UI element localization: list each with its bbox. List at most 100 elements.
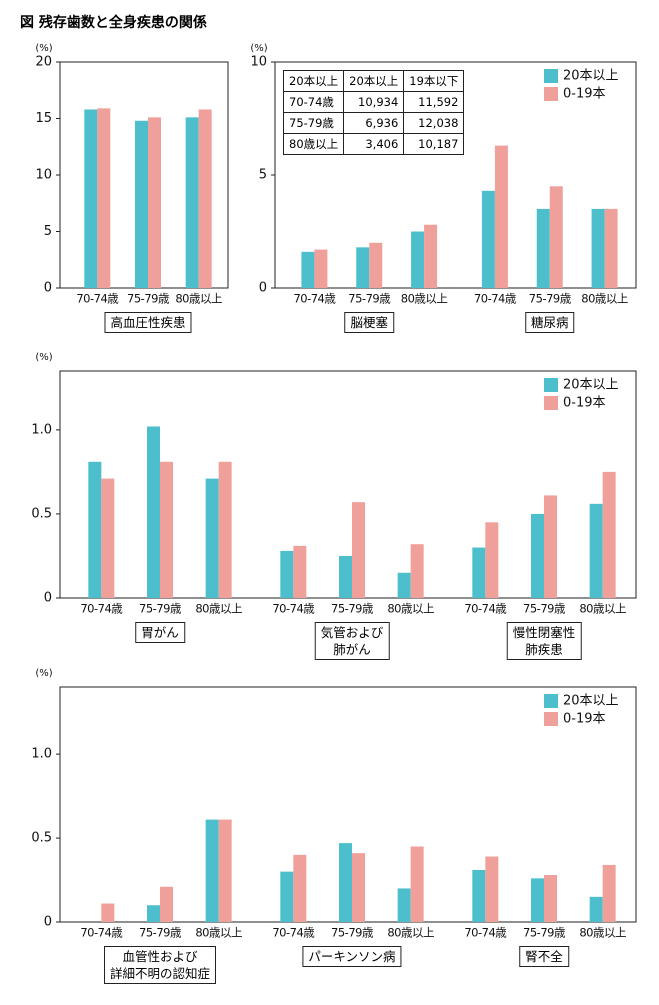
group-label: 慢性閉塞性 肺疾患 (506, 622, 582, 660)
bar (205, 478, 219, 598)
bar (339, 843, 352, 922)
x-tick-label: 70-74歳 (76, 292, 119, 306)
bar (485, 856, 499, 922)
legend-swatch (544, 712, 558, 726)
y-tick-label: 1.0 (31, 422, 52, 437)
table-cell: 12,038 (403, 112, 465, 134)
legend-swatch (544, 69, 558, 83)
bar (84, 109, 98, 289)
bar (148, 117, 161, 289)
bar (481, 190, 495, 288)
x-tick-label: 75-79歳 (331, 926, 374, 940)
x-tick-label: 80歳以上 (175, 292, 222, 306)
table-row: 70-74歳 10,934 11,592 (282, 91, 465, 113)
bar (544, 875, 557, 922)
group-label: パーキンソン病 (302, 946, 402, 967)
x-tick-label: 80歳以上 (195, 926, 242, 940)
group-label: 胃がん (135, 622, 185, 643)
bar (494, 145, 508, 288)
bar (160, 886, 173, 922)
x-tick-label: 75-79歳 (127, 292, 170, 306)
legend-label: 0-19本 (563, 87, 606, 102)
bar (135, 120, 148, 288)
x-tick-label: 70-74歳 (464, 926, 507, 940)
y-tick-label: 15 (35, 111, 52, 126)
bar (218, 819, 232, 922)
x-tick-label: 80歳以上 (387, 602, 434, 616)
bar (531, 878, 544, 922)
legend-swatch (544, 378, 558, 392)
bar (339, 555, 352, 598)
group-label: 高血圧性疾患 (104, 312, 192, 333)
y-tick-label: 0 (44, 281, 52, 296)
x-tick-label: 75-79歳 (348, 292, 391, 306)
table-cell: 70-74歳 (282, 91, 345, 113)
x-tick-label: 70-74歳 (464, 602, 507, 616)
figure-title: 図 残存歯数と全身疾患の関係 (20, 15, 207, 31)
x-tick-label: 80歳以上 (579, 602, 626, 616)
group-label: 脳梗塞 (344, 312, 395, 333)
bar (352, 853, 365, 922)
bar (531, 513, 544, 598)
x-tick-label: 75-79歳 (331, 602, 374, 616)
x-tick-label: 75-79歳 (523, 926, 566, 940)
bar (160, 461, 173, 598)
bar (280, 871, 294, 922)
bar (604, 208, 618, 288)
bar (410, 544, 424, 598)
legend-label: 0-19本 (563, 396, 606, 411)
x-tick-label: 70-74歳 (272, 602, 315, 616)
table-cell: 10,187 (403, 133, 465, 155)
legend-swatch (544, 396, 558, 410)
group-label: 血管性および 詳細不明の認知症 (103, 946, 217, 984)
count-table: 20本以上 20本以上 19本以下 70-74歳 10,934 11,592 75-79歳 6… (282, 70, 465, 155)
x-tick-label: 70-74歳 (474, 292, 517, 306)
table-cell: 11,592 (403, 91, 465, 113)
bar (472, 869, 486, 922)
x-tick-label: 75-79歳 (139, 602, 182, 616)
bar (185, 117, 199, 289)
x-tick-label: 70-74歳 (293, 292, 336, 306)
y-tick-label: 20 (35, 55, 52, 70)
legend-swatch (544, 694, 558, 708)
bar (411, 231, 425, 288)
bar (198, 109, 212, 289)
bar (147, 426, 160, 598)
y-tick-label: 10 (250, 55, 267, 70)
bar (602, 864, 616, 922)
y-axis-label: (%) (35, 668, 52, 679)
y-tick-label: 0 (44, 915, 52, 930)
x-tick-label: 70-74歳 (272, 926, 315, 940)
x-tick-label: 80歳以上 (401, 292, 448, 306)
bar (397, 888, 411, 922)
bar (205, 819, 219, 922)
bar (147, 905, 160, 922)
y-tick-label: 5 (44, 224, 52, 239)
table-cell: 10,934 (343, 91, 405, 113)
group-label: 腎不全 (519, 946, 569, 967)
table-cell: 80歳以上 (282, 133, 345, 155)
bar (293, 545, 307, 598)
x-tick-label: 80歳以上 (581, 292, 628, 306)
bar (280, 550, 294, 598)
y-tick-label: 10 (35, 168, 52, 183)
bar (591, 208, 605, 288)
bar (589, 503, 603, 598)
bar (218, 461, 232, 598)
y-tick-label: 0.5 (31, 831, 52, 846)
bar (356, 247, 370, 288)
bar (369, 242, 383, 288)
x-tick-label: 75-79歳 (523, 602, 566, 616)
legend-label: 20本以上 (563, 69, 619, 84)
bar (301, 251, 315, 288)
table-cell: 75-79歳 (282, 112, 345, 134)
table-cell: 3,406 (343, 133, 405, 155)
bar (352, 502, 365, 598)
bar (472, 547, 486, 598)
bar (544, 495, 557, 598)
table-row: 80歳以上 3,406 10,187 (282, 133, 465, 155)
group-label: 気管および 肺がん (314, 622, 390, 660)
bar (589, 896, 603, 922)
